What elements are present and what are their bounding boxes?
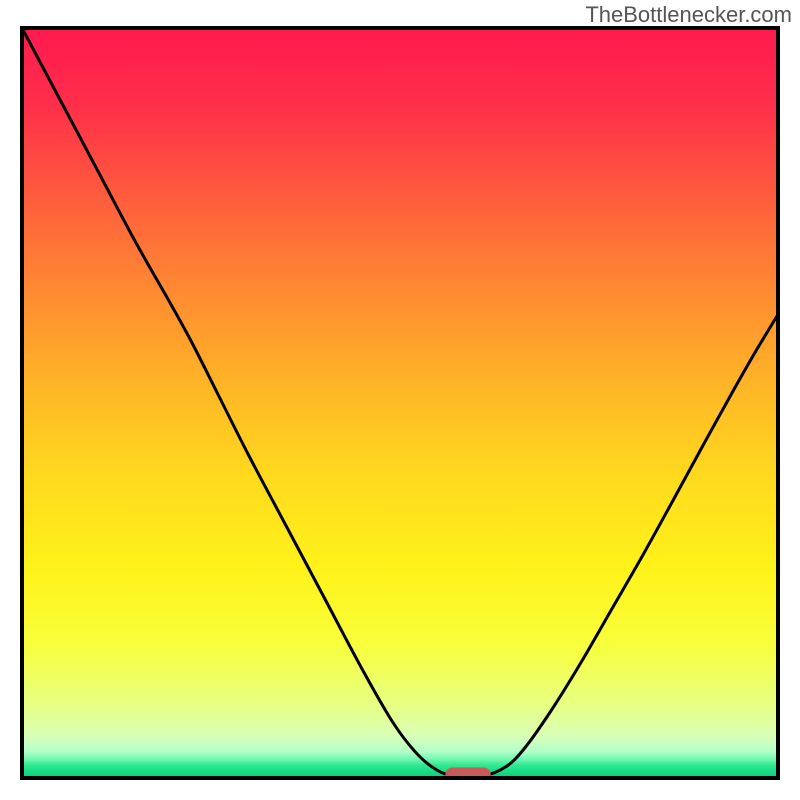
- gradient-background: [22, 28, 778, 778]
- watermark-text: TheBottlenecker.com: [585, 2, 792, 28]
- chart-container: TheBottlenecker.com: [0, 0, 800, 800]
- bottleneck-curve-chart: [0, 0, 800, 800]
